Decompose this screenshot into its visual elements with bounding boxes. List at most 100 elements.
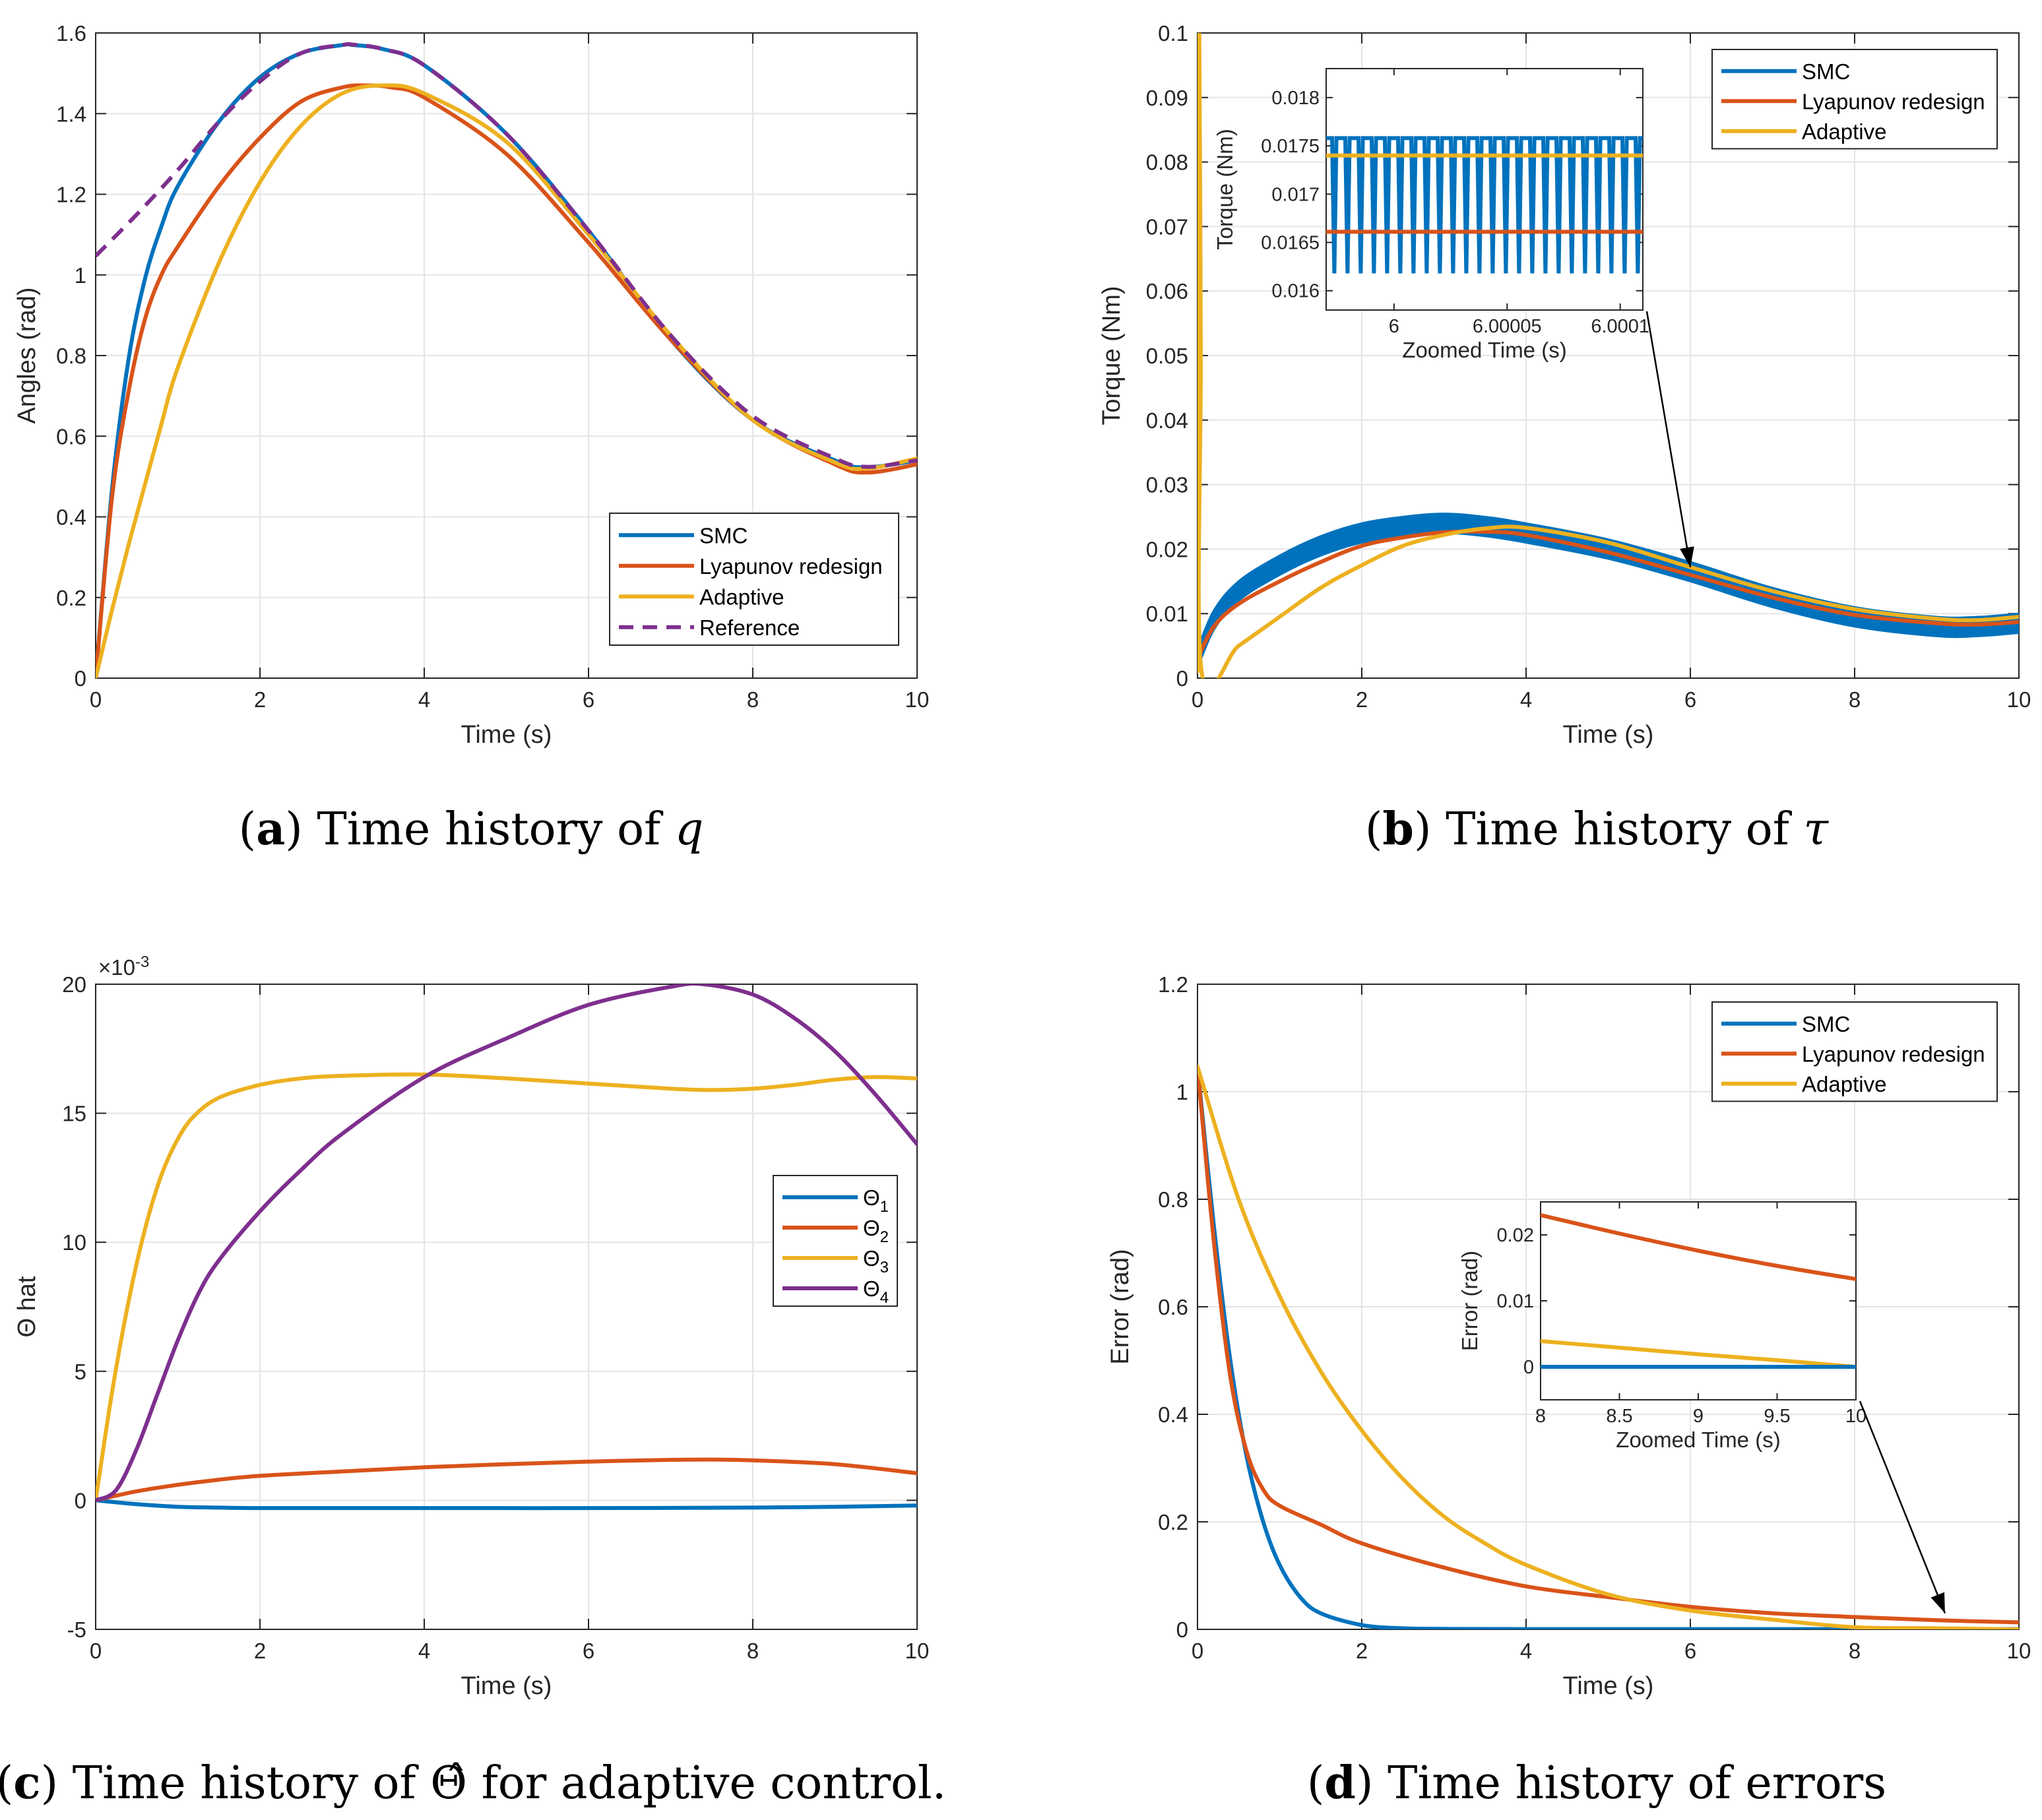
x-tick-label: 2 — [254, 1639, 266, 1663]
legend-name: Lyapunov redesign — [699, 554, 883, 579]
x-tick-label: 8 — [1849, 1639, 1861, 1663]
legend-subscript: 4 — [880, 1289, 889, 1307]
y-tick-label: 0.05 — [1146, 344, 1188, 368]
legend-name: SMC — [1802, 1012, 1850, 1036]
y-axis-label: Θ hat — [13, 1276, 41, 1337]
x-tick-label: 6.0001 — [1591, 316, 1649, 337]
y-tick-label: 0.8 — [56, 344, 86, 368]
y-tick-label: 0.018 — [1271, 88, 1320, 109]
x-tick-label: 4 — [1520, 1639, 1532, 1663]
axes-frame — [95, 984, 918, 1630]
y-tick-label: 0.0165 — [1261, 233, 1320, 254]
inset-frame — [1325, 68, 1643, 311]
series-line-smc — [1197, 1064, 2019, 1629]
x-tick-label: 8 — [747, 1639, 759, 1663]
x-axis-label: Zoomed Time (s) — [1402, 338, 1566, 362]
y-tick-label: 0.2 — [1158, 1510, 1188, 1534]
x-tick-label: 0 — [1192, 687, 1203, 712]
panel-d-errors: 0 2 4 6 8 10 0 0.2 0.4 0.6 0.8 1 1.2 Time (s) Error (r… — [1106, 972, 2031, 1700]
x-tick-label: 6 — [583, 687, 594, 712]
legend-name: Adaptive — [1802, 1072, 1886, 1096]
series-line-lyap — [96, 1457, 917, 1503]
y-tick-label: 0.03 — [1146, 473, 1188, 497]
series-line-ref — [96, 984, 917, 1503]
x-tick-label: 6.00005 — [1473, 316, 1542, 337]
x-tick-label: 9 — [1693, 1406, 1704, 1427]
legend-label-lyap: Θ2 — [863, 1216, 889, 1246]
y-tick-label: 0.08 — [1146, 150, 1188, 175]
series-line-lyap — [1197, 1064, 2019, 1625]
y-tick-label: 1.2 — [56, 183, 86, 207]
y-tick-label: 0.2 — [56, 586, 86, 610]
y-tick-label: 1 — [1176, 1080, 1188, 1104]
y-tick-label: 10 — [62, 1230, 86, 1255]
x-tick-label: 6 — [583, 1639, 594, 1663]
legend-subscript: 1 — [880, 1198, 889, 1216]
x-tick-label: 8 — [747, 687, 759, 712]
x-axis-label: Time (s) — [1563, 1672, 1654, 1700]
y-tick-label: 0 — [1176, 666, 1188, 691]
zoom-arrow-head — [1930, 1592, 1945, 1614]
series-line-adapt — [1197, 33, 2019, 678]
y-tick-label: 0.8 — [1158, 1187, 1188, 1212]
y-tick-label: 0.02 — [1497, 1225, 1534, 1246]
x-tick-label: 8 — [1535, 1406, 1546, 1427]
y-tick-label: 0.01 — [1497, 1291, 1534, 1312]
y-tick-label: 5 — [75, 1360, 86, 1384]
series-line-adapt — [96, 1072, 917, 1503]
caption-a: (a) Time history of q — [239, 803, 704, 856]
legend-name: Θ — [863, 1216, 880, 1240]
y-tick-label: 1 — [75, 263, 86, 288]
legend-name: Lyapunov redesign — [1802, 1042, 1985, 1066]
y-tick-label: 0.6 — [56, 424, 86, 449]
legend-name: SMC — [699, 523, 748, 548]
exponent-power: -3 — [135, 953, 149, 971]
x-tick-label: 4 — [418, 687, 430, 712]
y-tick-label: 0.016 — [1271, 281, 1320, 302]
zoom-arrow-shaft — [1645, 311, 1692, 567]
caption-c: (c) Time history of Θ̂ for adaptive cont… — [0, 1757, 946, 1809]
x-tick-label: 6 — [1684, 1639, 1696, 1663]
exponent-base: ×10 — [98, 955, 135, 980]
x-tick-label: 8 — [1849, 687, 1861, 712]
legend-label-adapt: Θ3 — [863, 1246, 889, 1276]
inset-series-smc — [1326, 136, 1643, 274]
series-line-adapt — [96, 83, 917, 678]
panel-a-angles: 0 2 4 6 8 10 0 0.2 0.4 0.6 0.8 1 1.2 1.4 1.6 Time (s) An… — [13, 21, 929, 749]
series-line-adapt — [1197, 1064, 2019, 1629]
y-tick-label: 0.0175 — [1261, 136, 1320, 157]
legend-name: Θ — [863, 1276, 880, 1301]
x-tick-label: 10 — [905, 687, 930, 712]
y-tick-label: 0.017 — [1271, 184, 1320, 205]
plot-area — [1326, 69, 1643, 310]
y-tick-label: 20 — [62, 972, 86, 997]
y-tick-label: 0.6 — [1158, 1295, 1188, 1319]
x-tick-label: 2 — [1356, 687, 1368, 712]
x-axis-label: Zoomed Time (s) — [1616, 1428, 1780, 1452]
x-tick-label: 2 — [254, 687, 266, 712]
zoom-arrow-head — [1680, 546, 1694, 567]
y-tick-label: 0.06 — [1146, 279, 1188, 303]
series-line-smc — [96, 1498, 917, 1511]
legend-label-adapt: Adaptive — [1802, 1072, 1886, 1096]
y-tick-label: 0 — [75, 666, 86, 691]
x-tick-label: 2 — [1356, 1639, 1368, 1663]
x-axis-label: Time (s) — [461, 1672, 552, 1700]
legend-label-adapt: Adaptive — [1802, 119, 1886, 144]
y-tick-label: 0 — [1176, 1617, 1188, 1642]
legend-label-smc: SMC — [1802, 59, 1850, 84]
caption-b: (b) Time history of τ — [1365, 803, 1830, 856]
caption-d: (d) Time history of errors — [1307, 1757, 1886, 1809]
y-tick-label: 0.01 — [1146, 602, 1188, 626]
y-axis-label: Angles (rad) — [13, 288, 41, 424]
legend-label-smc: Θ1 — [863, 1185, 889, 1216]
y-exponent-label: ×10-3 — [98, 953, 149, 980]
x-tick-label: 10 — [905, 1639, 930, 1663]
series-line-ref — [96, 42, 917, 469]
zoom-arrow-shaft — [1859, 1400, 1946, 1614]
series-line-lyap — [1197, 529, 2019, 661]
x-tick-label: 9.5 — [1764, 1406, 1790, 1427]
